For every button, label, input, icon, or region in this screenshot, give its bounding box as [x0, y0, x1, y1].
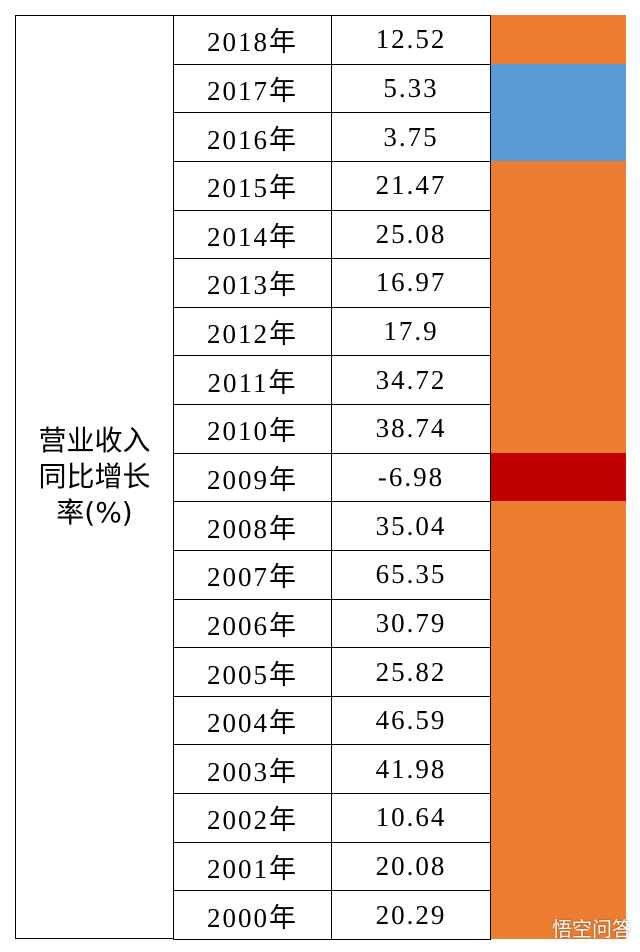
color-cell — [491, 15, 626, 65]
color-cell — [491, 452, 626, 502]
color-cell — [491, 355, 626, 405]
year-cell: 2000年 — [173, 890, 332, 940]
value-cell: -6.98 — [331, 452, 491, 503]
value-cell: 46.59 — [331, 695, 491, 746]
year-cell: 2018年 — [173, 15, 332, 65]
color-cell — [491, 695, 626, 745]
color-cell — [491, 209, 626, 259]
value-cell: 25.82 — [331, 647, 491, 697]
value-cell: 12.52 — [331, 15, 491, 65]
year-cell: 2003年 — [173, 744, 332, 795]
color-cell — [491, 841, 626, 891]
year-cell: 2008年 — [173, 501, 332, 551]
value-cell: 38.74 — [331, 404, 491, 454]
color-cell — [491, 501, 626, 551]
year-cell: 2012年 — [173, 306, 332, 357]
value-cell: 10.64 — [331, 793, 491, 843]
value-cell: 5.33 — [331, 63, 491, 114]
color-cell — [491, 647, 626, 697]
color-cell — [491, 598, 626, 648]
value-cell: 30.79 — [331, 598, 491, 649]
year-cell: 2010年 — [173, 404, 332, 454]
color-cell — [491, 258, 626, 308]
value-cell: 3.75 — [331, 112, 491, 162]
year-cell: 2011年 — [173, 355, 332, 406]
year-cell: 2015年 — [173, 160, 332, 211]
year-cell: 2016年 — [173, 112, 332, 162]
year-cell: 2005年 — [173, 647, 332, 697]
value-cell: 25.08 — [331, 209, 491, 260]
row-header: 营业收入同比增长率(%) — [15, 15, 174, 939]
year-cell: 2001年 — [173, 841, 332, 892]
year-cell: 2014年 — [173, 209, 332, 260]
year-cell: 2004年 — [173, 695, 332, 746]
value-cell: 34.72 — [331, 355, 491, 406]
value-cell: 17.9 — [331, 306, 491, 357]
color-cell — [491, 63, 626, 113]
value-cell: 35.04 — [331, 501, 491, 551]
color-cell — [491, 890, 626, 940]
value-cell: 20.08 — [331, 841, 491, 892]
year-cell: 2006年 — [173, 598, 332, 649]
color-cell — [491, 160, 626, 211]
value-cell: 65.35 — [331, 549, 491, 600]
watermark: 悟空问答 — [552, 917, 632, 941]
year-cell: 2017年 — [173, 63, 332, 114]
year-cell: 2002年 — [173, 793, 332, 843]
color-cell — [491, 404, 626, 454]
color-cell — [491, 112, 626, 162]
row-header-text: 营业收入同比增长率(%) — [38, 424, 151, 529]
color-cell — [491, 306, 626, 356]
value-cell: 16.97 — [331, 258, 491, 308]
value-cell: 21.47 — [331, 160, 491, 211]
color-cell — [491, 744, 626, 794]
year-cell: 2013年 — [173, 258, 332, 308]
value-cell: 41.98 — [331, 744, 491, 795]
year-cell: 2009年 — [173, 452, 332, 503]
color-cell — [491, 549, 626, 600]
color-cell — [491, 793, 626, 843]
year-cell: 2007年 — [173, 549, 332, 600]
value-cell: 20.29 — [331, 890, 491, 940]
